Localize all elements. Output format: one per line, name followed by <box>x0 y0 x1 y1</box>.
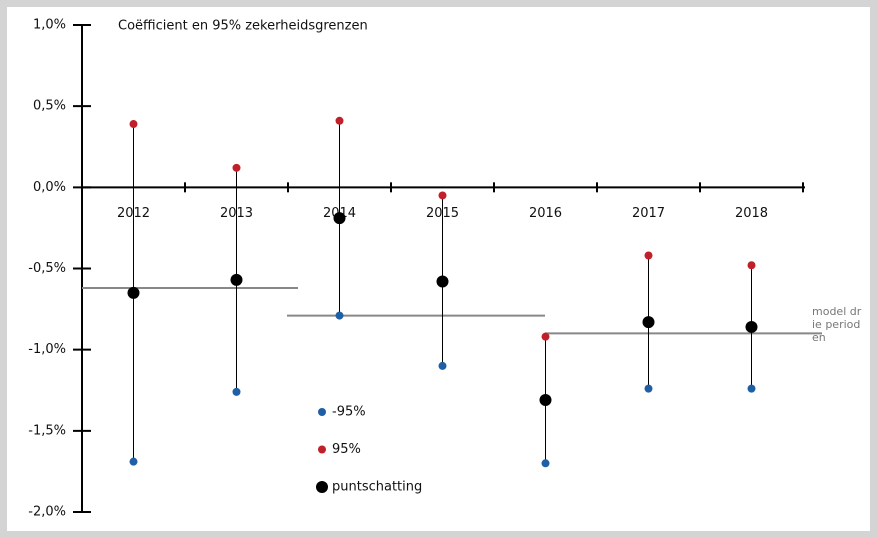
legend-marker <box>318 445 326 454</box>
data-point <box>541 459 550 468</box>
data-point <box>129 120 138 129</box>
x-tick-label: 2017 <box>632 206 665 221</box>
legend-marker <box>316 481 328 493</box>
data-point <box>747 261 756 270</box>
data-point <box>438 361 447 370</box>
data-point <box>745 320 758 333</box>
data-point <box>438 191 447 200</box>
y-tick-label: 0,5% <box>33 99 66 114</box>
y-tick-label: 1,0% <box>33 18 66 33</box>
y-tick-label: 0,0% <box>33 180 66 195</box>
plot-background <box>7 7 870 531</box>
data-point <box>436 275 449 288</box>
data-point <box>644 384 653 393</box>
data-point <box>230 273 243 286</box>
legend-marker <box>318 408 326 416</box>
data-point <box>232 163 241 172</box>
legend-label: -95% <box>332 405 366 420</box>
chart-title: Coëfficient en 95% zekerheidsgrenzen <box>118 19 368 34</box>
y-tick-label: -0,5% <box>28 261 66 276</box>
data-point <box>129 457 138 466</box>
y-tick-label: -1,0% <box>28 342 66 357</box>
legend-label: puntschatting <box>332 480 422 495</box>
data-point <box>644 251 653 260</box>
data-point <box>747 384 756 393</box>
data-point <box>541 332 550 341</box>
data-point <box>335 311 344 320</box>
data-point <box>127 286 140 299</box>
data-point <box>539 393 552 406</box>
legend-label: 95% <box>332 442 361 457</box>
y-tick-label: -2,0% <box>28 505 66 520</box>
y-tick-label: -1,5% <box>28 423 66 438</box>
x-tick-label: 2016 <box>529 206 562 221</box>
data-point <box>232 387 241 396</box>
data-point <box>642 316 655 329</box>
data-point <box>333 212 346 225</box>
x-tick-label: 2018 <box>735 206 768 221</box>
model-annotation: model drie perioden <box>812 305 862 344</box>
data-point <box>335 116 344 125</box>
